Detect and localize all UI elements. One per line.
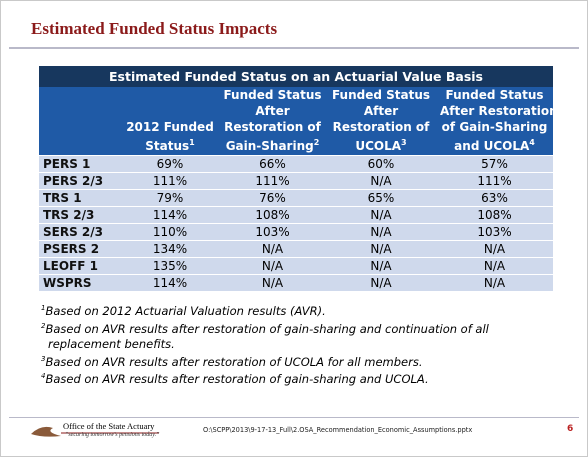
header-line: Funded Status (331, 88, 431, 102)
value-cell: N/A (326, 257, 436, 275)
plan-name: WSPRS (39, 274, 121, 291)
value-cell: 111% (436, 172, 554, 190)
value-cell: 110% (121, 223, 219, 241)
plan-name: TRS 2/3 (39, 206, 121, 224)
plan-name: SERS 2/3 (39, 223, 121, 241)
value-cell: N/A (219, 274, 326, 291)
data-row: SERS 2/3 110% 103% N/A 103% (39, 223, 554, 241)
value-cell: 76% (219, 189, 326, 207)
corner-cell (39, 87, 121, 156)
footnote-marker: 2 (41, 321, 46, 330)
plan-name: PERS 1 (39, 155, 121, 173)
footnote-marker: 4 (41, 372, 46, 381)
value-cell: 63% (436, 189, 554, 207)
header-line: Restoration of (332, 120, 430, 134)
header-line: Status (145, 139, 190, 153)
value-cell: 79% (121, 189, 219, 207)
value-cell: N/A (436, 274, 554, 291)
plan-name: LEOFF 1 (39, 257, 121, 275)
value-cell: 57% (436, 155, 554, 173)
header-line: of Gain-Sharing (441, 120, 548, 134)
footnote-text: Based on AVR results after restoration o… (45, 321, 489, 351)
value-cell: 60% (326, 155, 436, 173)
column-header: 2012 Funded Status1 (121, 87, 219, 156)
table-caption: Estimated Funded Status on an Actuarial … (39, 66, 554, 87)
footer-org: Office of the State Actuary (63, 421, 155, 431)
value-cell: 135% (121, 257, 219, 275)
footer-rule (9, 417, 579, 418)
footnote-text: Based on AVR results after restoration o… (45, 354, 423, 369)
value-cell: 114% (121, 206, 219, 224)
logo-swoosh (31, 426, 61, 437)
value-cell: N/A (326, 223, 436, 241)
data-row: WSPRS 114% N/A N/A N/A (39, 274, 554, 291)
footnote-ref: 2 (313, 138, 320, 147)
value-cell: 111% (121, 172, 219, 190)
header-line: After Restoration (440, 104, 558, 118)
header-line: Funded Status (223, 88, 322, 102)
value-cell: N/A (326, 240, 436, 258)
footnote-text: Based on 2012 Actuarial Valuation result… (45, 303, 326, 318)
column-header: Funded Status After Restoration of Gain-Sha… (219, 87, 326, 156)
value-cell: 66% (219, 155, 326, 173)
value-cell: 69% (121, 155, 219, 173)
footnotes: 1Based on 2012 Actuarial Valuation resul… (41, 301, 541, 387)
footnote: 2Based on AVR results after restoration … (41, 319, 541, 352)
status-table: Estimated Funded Status on an Actuarial … (39, 66, 558, 291)
slide-title: Estimated Funded Status Impacts (31, 19, 278, 38)
logo (31, 426, 159, 437)
footnote-marker: 1 (41, 304, 46, 312)
footnote: 1Based on 2012 Actuarial Valuation resul… (41, 301, 541, 319)
header-line: Restoration of (224, 120, 321, 134)
value-cell: 108% (436, 206, 554, 224)
footer-path: O:\SCPP\2013\9-17-13_Full\2.OSA_Recommen… (203, 426, 473, 434)
value-cell: N/A (219, 257, 326, 275)
value-cell: N/A (219, 240, 326, 258)
header-line: and UCOLA (454, 139, 530, 153)
footnote-ref: 1 (189, 138, 195, 147)
value-cell: 65% (326, 189, 436, 207)
value-cell: N/A (436, 257, 554, 275)
footer-tagline: “securing tomorrow's pensions today.” (65, 432, 160, 438)
footnote: 3Based on AVR results after restoration … (41, 352, 541, 370)
page-number: 6 (567, 424, 574, 434)
column-header: Funded Status After Restoration of UCOLA3 (326, 87, 436, 156)
data-row: TRS 1 79% 76% 65% 63% (39, 189, 554, 207)
plan-name: TRS 1 (39, 189, 121, 207)
value-cell: 111% (219, 172, 326, 190)
header-line: Funded Status (445, 88, 544, 102)
footnote: 4Based on AVR results after restoration … (41, 369, 541, 387)
header-line: UCOLA (355, 139, 402, 153)
header-row: 2012 Funded Status1 Funded Status After Rest… (39, 87, 558, 156)
header-line: After (255, 104, 290, 118)
footnote-text: Based on AVR results after restoration o… (45, 372, 429, 387)
data-row: LEOFF 1 135% N/A N/A N/A (39, 257, 554, 275)
data-row: PERS 2/3 111% 111% N/A 111% (39, 172, 554, 190)
value-cell: N/A (326, 274, 436, 291)
value-cell: 103% (436, 223, 554, 241)
value-cell: 114% (121, 274, 219, 291)
header-line: After (363, 104, 399, 118)
data-row: PSERS 2 134% N/A N/A N/A (39, 240, 554, 258)
caption-row: Estimated Funded Status on an Actuarial … (39, 66, 554, 87)
value-cell: 103% (219, 223, 326, 241)
value-cell: 108% (219, 206, 326, 224)
value-cell: N/A (326, 206, 436, 224)
data-row: TRS 2/3 114% 108% N/A 108% (39, 206, 554, 224)
footnote-marker: 3 (41, 354, 46, 363)
value-cell: 134% (121, 240, 219, 258)
value-cell: N/A (326, 172, 436, 190)
value-cell: N/A (436, 240, 554, 258)
plan-name: PERS 2/3 (39, 172, 121, 190)
column-header: Funded Status After Restoration of Gain-Sh… (436, 87, 558, 156)
header-line: 2012 Funded (126, 120, 214, 134)
data-row: PERS 1 69% 66% 60% 57% (39, 155, 554, 173)
footnote-ref: 4 (529, 138, 535, 147)
footnote-ref: 3 (401, 138, 407, 147)
plan-name: PSERS 2 (39, 240, 121, 258)
title-rule (9, 47, 579, 49)
header-line: Gain-Sharing (225, 139, 314, 153)
